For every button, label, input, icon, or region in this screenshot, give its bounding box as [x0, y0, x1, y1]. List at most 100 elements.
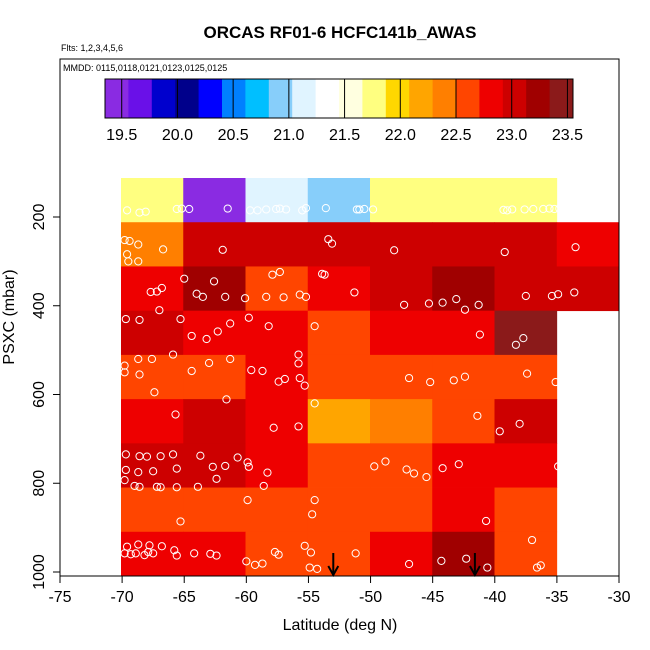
colorbar-segment: [128, 79, 153, 118]
heatmap-cell: [245, 531, 309, 577]
colorbar-segment: [456, 79, 480, 118]
sample-point: [263, 468, 272, 477]
sample-point: [495, 427, 504, 436]
sample-point: [141, 207, 150, 216]
arrow-markers: [327, 553, 481, 578]
colorbar-segment: [175, 79, 200, 118]
y-tick-label: 400: [31, 292, 48, 319]
sample-point: [272, 204, 281, 214]
heatmap-cell: [370, 222, 433, 267]
sample-point: [150, 388, 159, 397]
heatmap-cell: [370, 266, 433, 312]
heatmap-cell: [307, 443, 371, 488]
sample-point: [172, 204, 181, 214]
sample-point: [152, 287, 161, 296]
heatmap-cell: [494, 222, 558, 267]
sample-point: [381, 457, 390, 466]
sample-point: [300, 541, 309, 550]
sample-point: [437, 556, 446, 566]
sample-point: [172, 483, 181, 492]
sample-point: [125, 236, 134, 246]
sample-point: [152, 482, 161, 491]
heatmap-cell: [432, 399, 495, 444]
sample-point: [221, 461, 230, 471]
colorbar-segment: [292, 79, 317, 118]
sample-point: [545, 204, 554, 213]
sample-point: [134, 240, 143, 249]
sample-point: [460, 372, 470, 381]
sample-point: [242, 557, 251, 566]
sample-point: [327, 239, 337, 248]
sample-point: [243, 496, 252, 505]
sample-point: [404, 559, 414, 569]
sample-point: [483, 563, 492, 572]
sample-point: [185, 204, 194, 214]
sample-point: [321, 204, 330, 213]
colorbar-segment: [268, 79, 293, 118]
colorbar-segment: [526, 79, 551, 118]
sample-point: [142, 452, 152, 461]
sample-point: [422, 472, 431, 482]
sample-point: [208, 462, 217, 471]
sample-point: [571, 243, 580, 252]
heatmap-cell: [432, 531, 495, 577]
heatmap-cell: [245, 487, 309, 533]
sample-point: [126, 550, 135, 559]
sample-point: [320, 270, 329, 279]
heatmap-cell: [494, 310, 558, 356]
sample-point: [474, 300, 483, 309]
sample-point: [360, 204, 369, 214]
colorbar-segment: [409, 79, 434, 118]
heatmap-cell: [245, 178, 309, 223]
sample-point: [196, 451, 205, 460]
plot-frame: [59, 58, 620, 577]
sample-point: [539, 204, 548, 214]
colorbar-segment: [315, 79, 340, 118]
sample-point: [221, 292, 230, 301]
heatmap-cell: [121, 178, 184, 223]
heatmap-cell: [307, 354, 371, 400]
x-tick-label: -65: [173, 589, 196, 606]
sample-point: [547, 291, 557, 301]
colorbar-tick-label: 21.5: [329, 127, 360, 144]
sample-point: [156, 452, 165, 461]
sample-point: [551, 377, 560, 387]
sample-point: [475, 330, 484, 339]
heatmap-cell: [494, 399, 558, 444]
sample-point: [176, 517, 185, 526]
heatmap-cell: [432, 266, 495, 312]
sample-point: [521, 291, 530, 301]
sample-point: [253, 206, 262, 215]
x-tick-label: -45: [421, 589, 444, 606]
y-tick-label: 800: [31, 470, 48, 497]
sample-point: [131, 549, 140, 558]
heatmap-cell: [432, 487, 495, 533]
heatmap-cell: [307, 222, 371, 267]
sample-point: [355, 205, 364, 214]
colorbar-tick-label: 20.0: [162, 127, 193, 144]
sample-point: [190, 549, 199, 558]
sample-point: [274, 550, 283, 559]
sample-point: [243, 458, 252, 467]
colorbar-segment: [432, 79, 457, 118]
flights-label: Flts: 1,2,3,4,5,6: [61, 43, 123, 53]
sample-point: [180, 274, 189, 283]
sample-point: [171, 410, 180, 419]
colorbar-tick-label: 21.0: [273, 127, 304, 144]
sample-point: [135, 370, 144, 379]
sample-point: [294, 350, 303, 359]
sample-point: [120, 476, 129, 485]
y-axis-label: PSXC (mbar): [1, 269, 18, 364]
sample-point: [135, 315, 144, 325]
sample-point: [568, 209, 578, 218]
heatmap-cell: [370, 354, 433, 400]
sample-point: [264, 322, 273, 331]
sample-point: [121, 450, 130, 459]
heatmap-cell: [121, 310, 184, 356]
sample-point: [134, 468, 143, 477]
sample-point: [120, 361, 129, 370]
sample-point: [294, 359, 303, 368]
sample-point: [244, 462, 253, 471]
heatmap-cell: [432, 354, 495, 400]
